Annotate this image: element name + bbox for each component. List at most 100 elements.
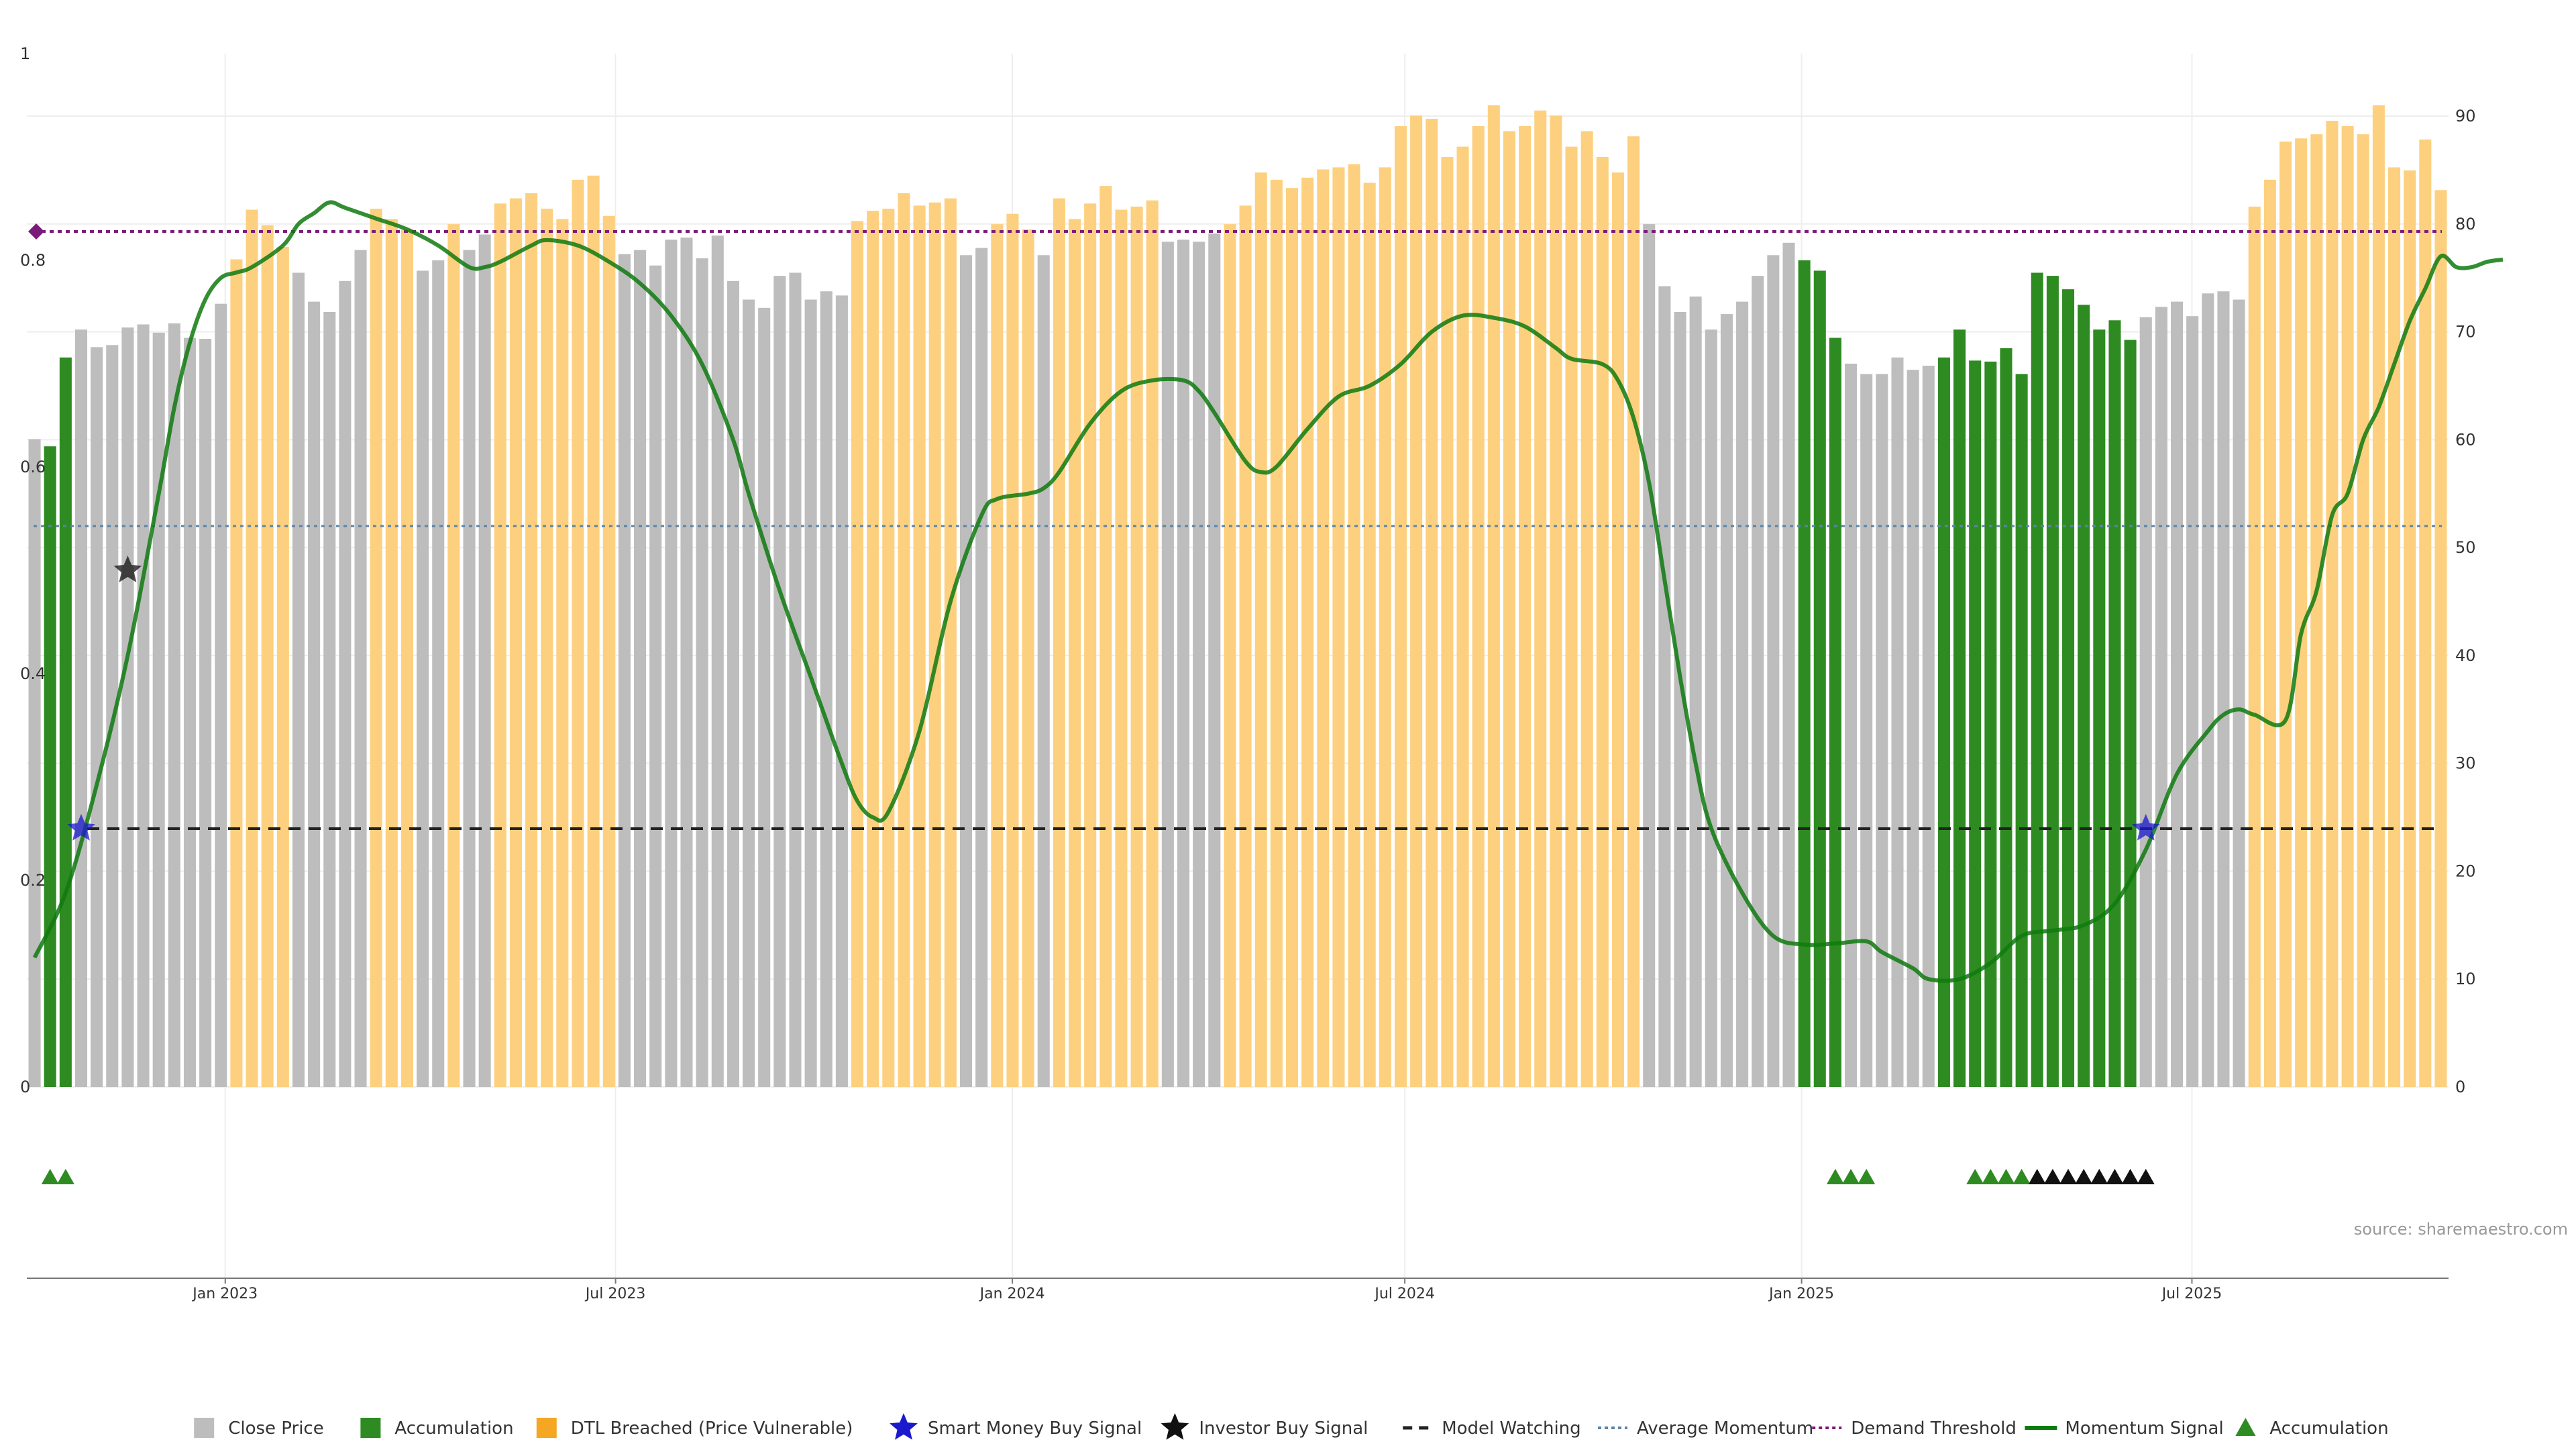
legend-item-close: Close Price [194, 1418, 324, 1439]
dtl-bar [2357, 134, 2369, 1087]
close-price-bar [292, 272, 305, 1088]
dtl-bar [587, 175, 600, 1088]
smart-money-buy-star [67, 814, 95, 841]
gray-square-icon [194, 1418, 215, 1438]
investor-marker [2059, 1169, 2078, 1184]
dtl-bar [230, 259, 243, 1088]
accumulation-bar [1829, 338, 1841, 1087]
dtl-bar [2326, 121, 2339, 1088]
accumulation-marker [2012, 1169, 2031, 1184]
right-y-tick-label: 80 [2455, 215, 2476, 234]
close-price-bar [1907, 370, 1919, 1087]
x-tick-label: Jan 2024 [979, 1286, 1045, 1302]
source-label: source: sharemaestro.com [2354, 1220, 2568, 1239]
close-price-bar [1037, 255, 1050, 1087]
investor-marker [2137, 1169, 2155, 1184]
legend-label: Average Momentum [1637, 1418, 1813, 1439]
close-price-bar [2139, 317, 2152, 1088]
close-price-bar [1767, 255, 1780, 1087]
legend-item-smart: Smart Money Buy Signal [890, 1413, 1142, 1440]
close-price-bar [804, 299, 817, 1087]
dtl-bar [1550, 115, 1562, 1087]
smart-money-buy-star [2131, 814, 2160, 841]
right-y-tick-label: 40 [2455, 646, 2476, 665]
close-price-bar [478, 234, 491, 1087]
investor-marker [2043, 1169, 2061, 1184]
right-y-tick-label: 70 [2455, 323, 2476, 342]
legend-label: Smart Money Buy Signal [928, 1418, 1142, 1439]
left-y-tick-label: 0.6 [20, 458, 46, 476]
left-y-tick-label: 0 [20, 1078, 30, 1096]
close-price-bar [1860, 374, 1873, 1087]
close-price-bar [789, 272, 802, 1088]
close-price-bar [74, 329, 88, 1088]
accumulation-bar [2062, 289, 2075, 1087]
close-price-bar [323, 312, 336, 1087]
accumulation-bar [1798, 260, 1811, 1087]
close-price-bar [2202, 293, 2214, 1087]
close-price-bar [696, 258, 708, 1087]
green-square-icon [360, 1418, 381, 1438]
dtl-bar [246, 209, 258, 1087]
close-price-bar [1193, 242, 1205, 1087]
close-price-bar [1705, 329, 1717, 1088]
dtl-bar [1534, 110, 1547, 1088]
close-price-bar [1782, 242, 1795, 1087]
legend-label: Close Price [228, 1418, 324, 1439]
close-price-bar [1689, 296, 1702, 1087]
dtl-bar [1239, 205, 1252, 1087]
dtl-bar [2279, 141, 2292, 1087]
dtl-bar [1224, 224, 1236, 1088]
close-price-bar [1845, 364, 1858, 1087]
dtl-bar [2248, 206, 2261, 1087]
dtl-bar [1565, 146, 1578, 1088]
dtl-bar [2419, 139, 2432, 1087]
legend-item-demand: Demand Threshold [1812, 1418, 2017, 1439]
orange-square-icon [536, 1418, 557, 1438]
investor-marker [2028, 1169, 2046, 1184]
close-price-bar [758, 307, 771, 1088]
markers-layer [41, 556, 2160, 1184]
close-price-bar [727, 280, 739, 1087]
investor-marker [2090, 1169, 2108, 1184]
left-y-tick-label: 1 [20, 44, 30, 63]
legend-label: Accumulation [394, 1418, 513, 1439]
dtl-bar [1363, 183, 1376, 1087]
dtl-bar [602, 215, 615, 1087]
dtl-bar [991, 224, 1004, 1088]
legend-label: DTL Breached (Price Vulnerable) [571, 1418, 853, 1439]
accumulation-marker [56, 1169, 74, 1184]
accumulation-marker [1826, 1169, 1844, 1184]
dtl-bar [928, 202, 941, 1087]
legend-label: Accumulation [2269, 1418, 2388, 1439]
right-y-tick-label: 60 [2455, 430, 2476, 449]
close-price-bar [1922, 366, 1935, 1087]
investor-marker [2075, 1169, 2093, 1184]
close-price-bar [1208, 233, 1221, 1088]
dtl-bar [494, 203, 506, 1087]
dtl-bar [1053, 198, 1065, 1088]
accumulation-bar [2078, 305, 2090, 1088]
close-price-bar [1720, 314, 1733, 1088]
dtl-bar [1410, 115, 1423, 1087]
close-price-bar [665, 240, 678, 1088]
close-price-bar [168, 323, 180, 1088]
black-star-icon [1161, 1413, 1189, 1440]
accumulation-marker [1966, 1169, 1984, 1184]
legend-label: Investor Buy Signal [1199, 1418, 1368, 1439]
right-y-tick-label: 0 [2455, 1078, 2465, 1096]
legend-item-acc: Accumulation [360, 1418, 514, 1439]
dtl-bar [370, 209, 382, 1087]
dtl-bar [1487, 105, 1500, 1087]
accumulation-marker [1997, 1169, 2015, 1184]
close-price-bar [2233, 299, 2245, 1087]
accumulation-bar [2108, 320, 2121, 1087]
dtl-bar [572, 179, 584, 1087]
dtl-bar [1627, 136, 1640, 1088]
accumulation-bar [59, 357, 72, 1087]
dtl-bar [944, 198, 957, 1088]
close-price-bar [199, 339, 212, 1087]
close-price-bar [773, 276, 786, 1088]
bars-layer [28, 105, 2447, 1088]
right-y-tick-label: 10 [2455, 970, 2476, 988]
